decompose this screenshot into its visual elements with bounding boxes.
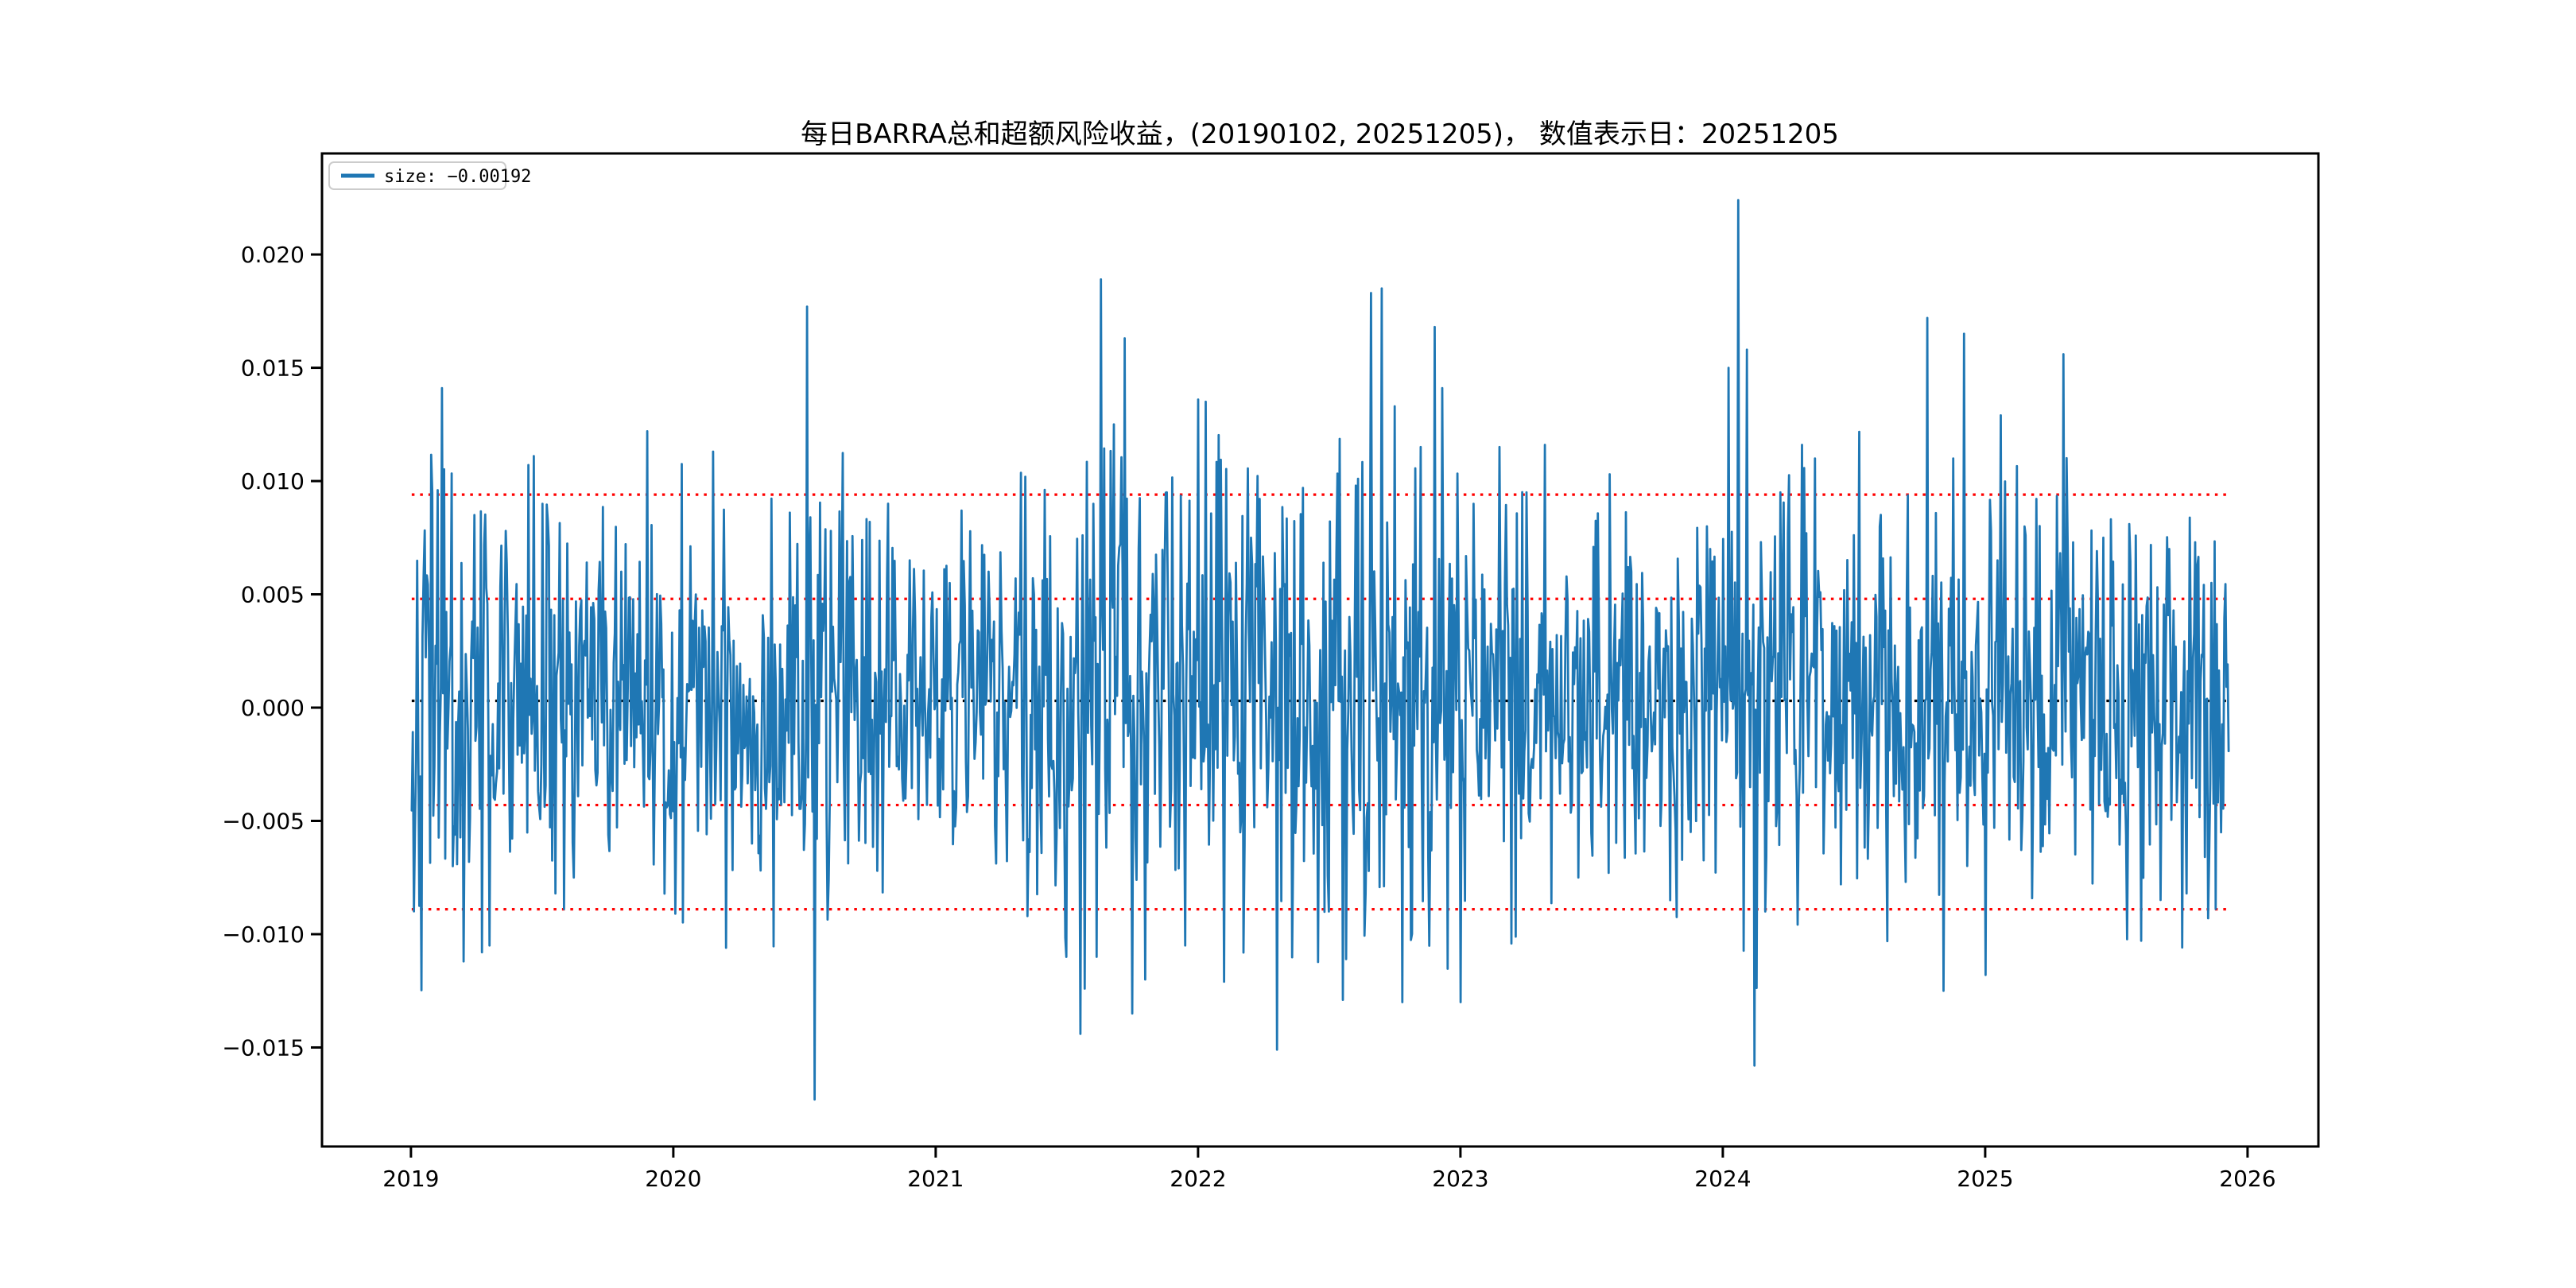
- x-tick-label: 2025: [1957, 1166, 2013, 1192]
- y-tick-label: 0.000: [241, 695, 305, 721]
- x-tick-label: 2026: [2219, 1166, 2275, 1192]
- series-line: [410, 199, 2230, 1101]
- chart-title: 每日BARRA总和超额风险收益，(20190102, 20251205)， 数值…: [801, 118, 1839, 150]
- y-tick-label: −0.015: [222, 1034, 305, 1061]
- y-tick-label: −0.005: [222, 809, 305, 835]
- y-tick-label: −0.010: [222, 921, 305, 948]
- x-tick-label: 2022: [1170, 1166, 1226, 1192]
- x-tick-label: 2019: [382, 1166, 439, 1192]
- y-tick-label: 0.020: [241, 242, 305, 268]
- plot-area-border: [320, 152, 2320, 1148]
- y-tick-label: 0.015: [241, 355, 305, 382]
- plot-content: 0.020 0.015 0.010 0.005 0.000 −0.005 −0.010 −0.…: [222, 199, 2276, 1192]
- x-tick-label: 2020: [645, 1166, 701, 1192]
- legend: size: −0.00192: [328, 161, 531, 190]
- legend-box: [328, 161, 506, 190]
- x-tick-label: 2021: [907, 1166, 964, 1192]
- legend-label: size: −0.00192: [384, 167, 531, 187]
- y-tick-label: 0.005: [241, 582, 305, 608]
- x-tick-label: 2023: [1432, 1166, 1488, 1192]
- x-tick-label: 2024: [1694, 1166, 1751, 1192]
- y-tick-label: 0.010: [241, 468, 305, 495]
